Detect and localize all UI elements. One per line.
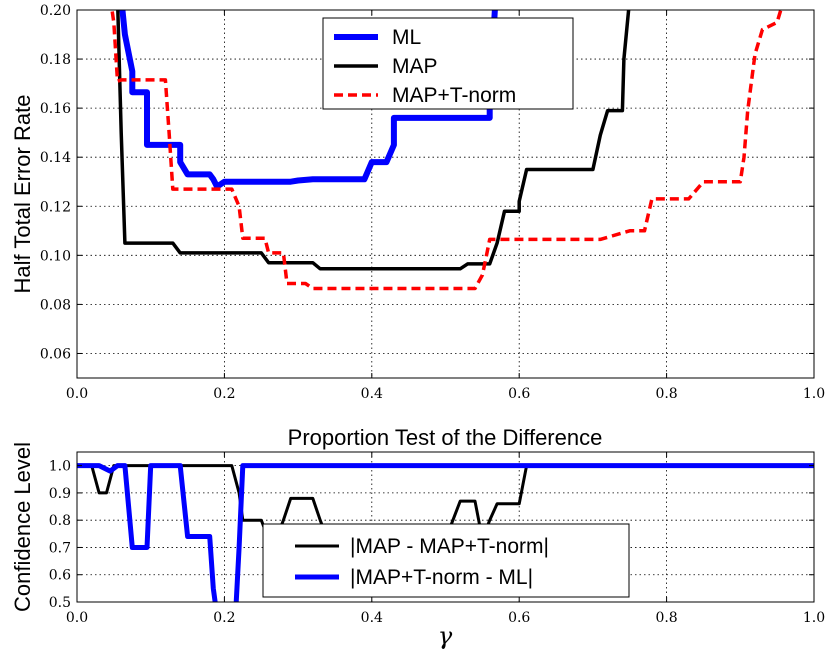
bottom-series-lines [77, 463, 814, 602]
top-y-tick-label: 0.16 [40, 101, 71, 117]
bottom-x-tick-label: 0.0 [66, 610, 88, 626]
bottom-y-axis-label: Confidence Level [10, 442, 35, 612]
top-y-tick-label: 0.14 [40, 150, 71, 166]
bottom-legend-box [262, 523, 630, 598]
bottom-x-tick-label: 0.2 [213, 610, 235, 626]
error-rate-chart: 0.0 0.2 0.4 0.6 0.8 1.0 0.06 0.08 0.10 0.12 0.14 0.… [10, 3, 825, 402]
top-y-axis-label: Half Total Error Rate [10, 95, 35, 294]
bottom-y-tick-label: 0.7 [49, 540, 71, 556]
top-y-tick-label: 0.20 [40, 3, 71, 19]
bottom-legend: |MAP - MAP+T-norm| |MAP+T-norm - ML| [262, 523, 630, 598]
bottom-series-map-t-norm-ml [77, 463, 814, 602]
bottom-x-tick-label: 0.4 [361, 610, 383, 626]
bottom-y-tick-label: 0.5 [49, 595, 71, 611]
legend-label-ml: ML [392, 26, 421, 49]
top-x-tick-label: 0.6 [508, 386, 530, 402]
bottom-x-tick-label: 0.6 [508, 610, 530, 626]
bottom-y-tick-label: 0.6 [49, 568, 71, 584]
bottom-x-tick-label: 0.8 [655, 610, 677, 626]
top-axis-ticks: 0.0 0.2 0.4 0.6 0.8 1.0 0.06 0.08 0.10 0.12 0.14 0.… [40, 3, 825, 402]
top-series-map [116, 10, 631, 271]
legend-label-map-diff: |MAP - MAP+T-norm| [350, 535, 549, 558]
bottom-y-tick-label: 1.0 [49, 459, 71, 475]
top-x-tick-label: 0.4 [361, 386, 383, 402]
bottom-axis-ticks: 0.0 0.2 0.4 0.6 0.8 1.0 0.5 0.6 0.7 0.8 0.9 1.0 [49, 452, 825, 626]
legend-label-map: MAP [392, 55, 438, 78]
bottom-y-tick-label: 0.8 [49, 513, 71, 529]
legend-label-map-tnorm: MAP+T-norm [392, 84, 516, 107]
top-y-tick-label: 0.18 [40, 52, 71, 68]
bottom-y-tick-label: 0.9 [49, 486, 71, 502]
top-x-tick-label: 0.2 [213, 386, 235, 402]
top-series-map-t-norm [110, 10, 783, 291]
bottom-chart-title: Proportion Test of the Difference [288, 425, 603, 450]
top-series-lines [110, 10, 783, 291]
legend-label-tnorm-ml-diff: |MAP+T-norm - ML| [350, 566, 533, 589]
confidence-chart: Proportion Test of the Difference 0.0 0.2… [10, 425, 825, 649]
top-y-tick-label: 0.10 [40, 248, 71, 264]
top-legend: ML MAP MAP+T-norm [322, 17, 574, 110]
top-series-ml [119, 10, 498, 190]
top-x-tick-label: 0.8 [655, 386, 677, 402]
top-y-tick-label: 0.08 [40, 297, 71, 313]
bottom-x-tick-label: 1.0 [803, 610, 825, 626]
bottom-x-axis-label: γ [438, 622, 453, 649]
bottom-plot-frame [76, 451, 815, 603]
top-gridlines [77, 10, 814, 378]
top-x-tick-label: 0.0 [66, 386, 88, 402]
top-y-tick-label: 0.12 [40, 199, 71, 215]
top-x-tick-label: 1.0 [803, 386, 825, 402]
top-y-tick-label: 0.06 [40, 346, 71, 362]
top-plot-frame [76, 9, 815, 379]
